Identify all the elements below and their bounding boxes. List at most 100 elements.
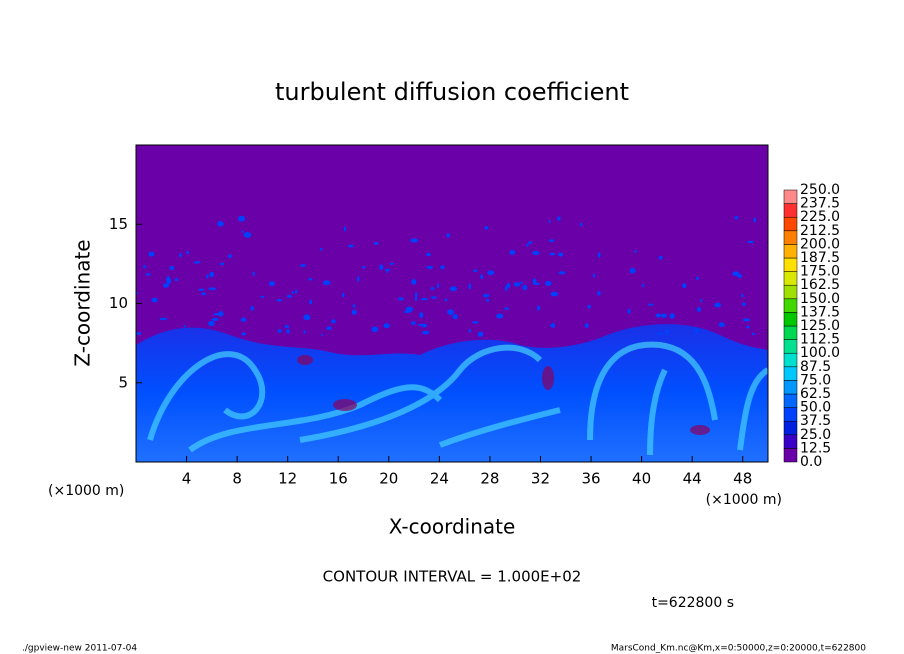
plumes <box>136 215 757 337</box>
plume <box>426 265 434 269</box>
plume <box>319 247 323 251</box>
plume <box>197 288 205 291</box>
contour-interval: CONTOUR INTERVAL = 1.000E+02 <box>323 568 582 586</box>
plume <box>361 265 366 269</box>
colorbar-label: 0.0 <box>800 454 822 470</box>
plume <box>452 314 458 320</box>
colorbar-segment <box>783 189 798 204</box>
plume <box>179 253 182 258</box>
plume <box>444 298 448 302</box>
plume <box>291 291 294 294</box>
plume <box>504 307 510 310</box>
colorbar-label: 25.0 <box>800 427 831 443</box>
plume <box>343 226 347 232</box>
plume <box>742 318 751 322</box>
plume <box>284 324 290 328</box>
colorbar-segment <box>783 420 798 436</box>
plume <box>410 238 419 243</box>
plume <box>422 330 430 335</box>
plume <box>383 323 390 329</box>
colorbar-label: 225.0 <box>800 209 840 225</box>
colorbar-segment <box>783 257 798 272</box>
plume <box>548 220 551 223</box>
plume <box>321 333 324 336</box>
x-tick-label: 12 <box>278 470 297 488</box>
plume <box>477 331 484 337</box>
plume <box>238 215 246 222</box>
plume <box>549 239 554 243</box>
colorbar-segment <box>783 380 798 395</box>
plume <box>389 262 395 265</box>
plume <box>308 277 313 281</box>
plume <box>243 231 252 238</box>
plume <box>208 320 215 327</box>
plume <box>741 302 746 306</box>
plume <box>414 292 418 298</box>
plume <box>597 291 601 296</box>
x-tick-label: 8 <box>232 470 242 488</box>
plume <box>174 277 179 282</box>
plume <box>520 281 523 284</box>
colorbar-segment <box>783 339 798 354</box>
colorbar-segment <box>783 203 798 218</box>
footer-left: ./gpview-new 2011-07-04 <box>22 644 137 654</box>
plume <box>484 226 489 230</box>
plume <box>241 332 247 336</box>
plume <box>660 313 667 318</box>
plume <box>268 281 276 287</box>
colorbar-label: 100.0 <box>800 345 840 361</box>
plume <box>557 216 561 221</box>
x-tick-label: 4 <box>182 470 192 488</box>
y-unit: (×1000 m) <box>48 483 124 499</box>
field <box>136 145 768 462</box>
plume <box>148 251 155 257</box>
plume <box>746 325 750 329</box>
plume <box>629 267 636 274</box>
colorbar-segment <box>783 244 798 259</box>
x-tick-label: 28 <box>480 470 499 488</box>
plume <box>286 294 293 298</box>
plume <box>509 250 516 255</box>
colorbar-segment <box>783 352 798 368</box>
plume <box>741 293 744 298</box>
colorbar-segment <box>783 298 798 313</box>
plume <box>163 283 170 288</box>
plume <box>241 230 244 233</box>
plume <box>495 313 504 319</box>
plume <box>351 309 357 315</box>
colorbar-segment <box>783 434 798 449</box>
colorbar-segment <box>783 393 798 408</box>
plume <box>145 273 152 276</box>
plume <box>166 276 171 283</box>
plume <box>252 271 255 276</box>
plume <box>627 308 631 314</box>
x-tick-label: 32 <box>531 470 550 488</box>
plume <box>240 317 247 322</box>
plume <box>579 222 583 227</box>
plume <box>169 266 175 271</box>
plume <box>695 276 700 280</box>
plume <box>587 305 591 309</box>
plume <box>696 307 701 313</box>
plume <box>446 233 451 238</box>
plume <box>136 291 139 294</box>
plume <box>549 324 554 327</box>
x-tick-label: 36 <box>581 470 600 488</box>
plume <box>299 264 307 267</box>
plume <box>532 278 537 285</box>
plume <box>209 271 215 278</box>
colorbar-label: 250.0 <box>800 182 840 198</box>
plume <box>151 297 158 303</box>
plume <box>526 243 529 247</box>
plume <box>734 216 739 220</box>
y-tick-label: 5 <box>118 373 128 391</box>
plume <box>468 329 472 333</box>
plume <box>379 264 384 271</box>
plume <box>405 306 414 313</box>
plume <box>437 283 440 289</box>
colorbar-label: 150.0 <box>800 291 840 307</box>
plume <box>482 293 490 298</box>
plume <box>532 282 540 286</box>
plume <box>641 284 645 287</box>
plume <box>357 276 360 282</box>
